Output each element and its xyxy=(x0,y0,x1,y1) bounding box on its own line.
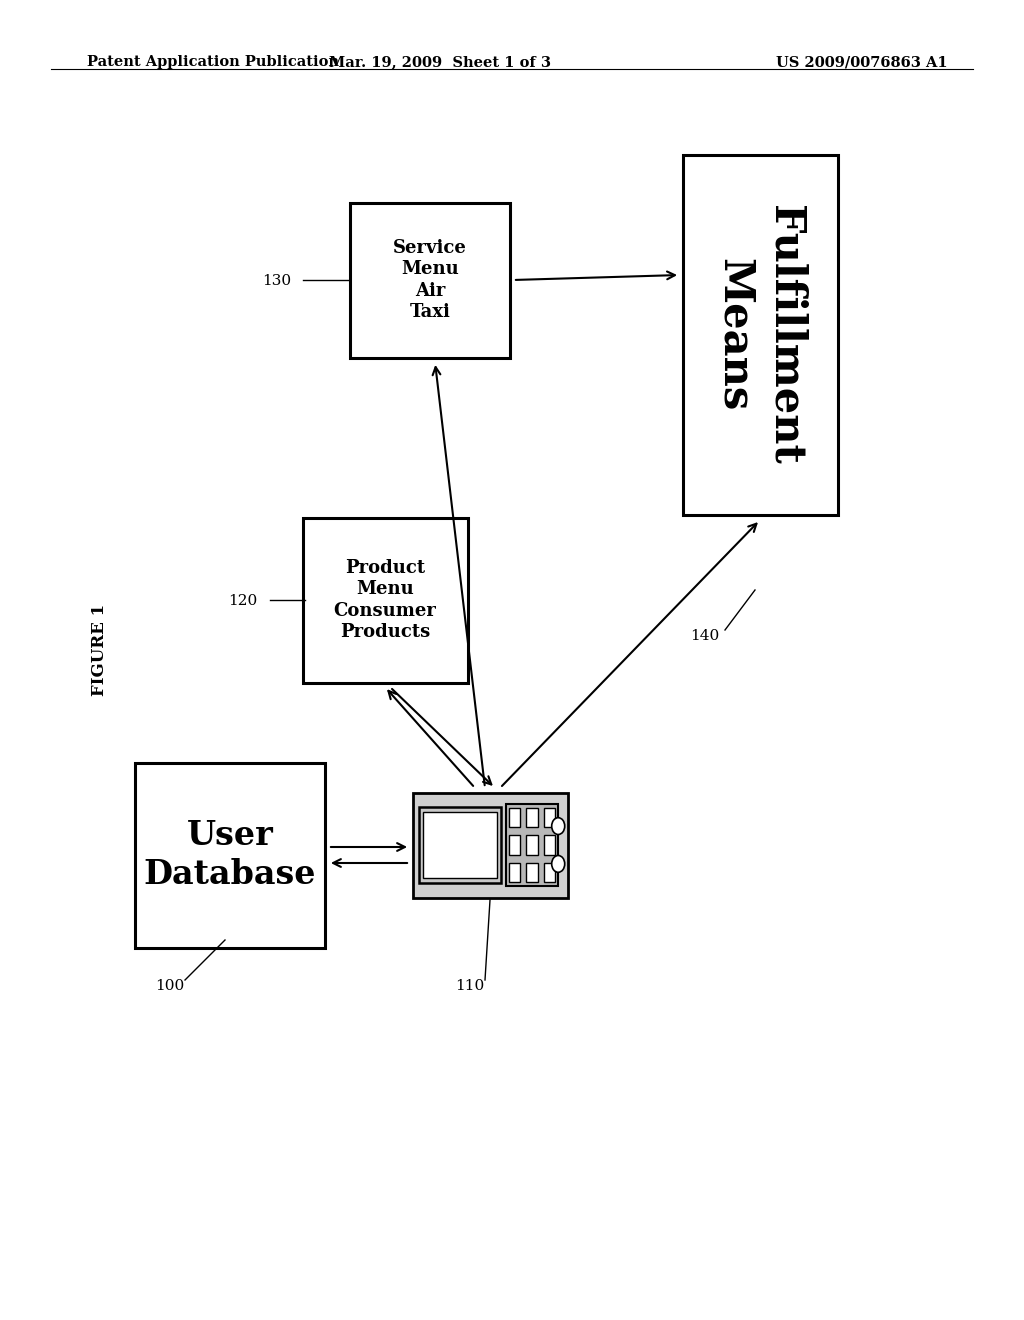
Text: Fulfillment
Means: Fulfillment Means xyxy=(714,205,806,465)
Text: 140: 140 xyxy=(690,630,719,643)
Text: 130: 130 xyxy=(262,275,291,288)
FancyBboxPatch shape xyxy=(413,792,567,898)
Text: Service
Menu
Air
Taxi: Service Menu Air Taxi xyxy=(393,239,467,321)
FancyBboxPatch shape xyxy=(506,804,558,886)
FancyBboxPatch shape xyxy=(302,517,468,682)
FancyBboxPatch shape xyxy=(509,862,520,882)
Circle shape xyxy=(552,817,564,834)
FancyBboxPatch shape xyxy=(526,836,538,854)
FancyBboxPatch shape xyxy=(544,808,555,828)
Text: Product
Menu
Consumer
Products: Product Menu Consumer Products xyxy=(334,558,436,642)
Circle shape xyxy=(552,855,564,873)
FancyBboxPatch shape xyxy=(544,862,555,882)
FancyBboxPatch shape xyxy=(423,812,497,878)
FancyBboxPatch shape xyxy=(135,763,325,948)
FancyBboxPatch shape xyxy=(544,836,555,854)
Text: 120: 120 xyxy=(228,594,257,609)
FancyBboxPatch shape xyxy=(419,808,501,883)
Text: 110: 110 xyxy=(455,979,484,993)
Text: FIGURE 1: FIGURE 1 xyxy=(91,605,109,696)
Text: Patent Application Publication: Patent Application Publication xyxy=(87,55,339,70)
Text: User
Database: User Database xyxy=(143,818,316,891)
Text: US 2009/0076863 A1: US 2009/0076863 A1 xyxy=(775,55,947,70)
Text: Mar. 19, 2009  Sheet 1 of 3: Mar. 19, 2009 Sheet 1 of 3 xyxy=(330,55,551,70)
FancyBboxPatch shape xyxy=(526,862,538,882)
FancyBboxPatch shape xyxy=(526,808,538,828)
FancyBboxPatch shape xyxy=(683,154,838,515)
FancyBboxPatch shape xyxy=(509,808,520,828)
Text: 100: 100 xyxy=(155,979,184,993)
FancyBboxPatch shape xyxy=(350,202,510,358)
FancyBboxPatch shape xyxy=(509,836,520,854)
